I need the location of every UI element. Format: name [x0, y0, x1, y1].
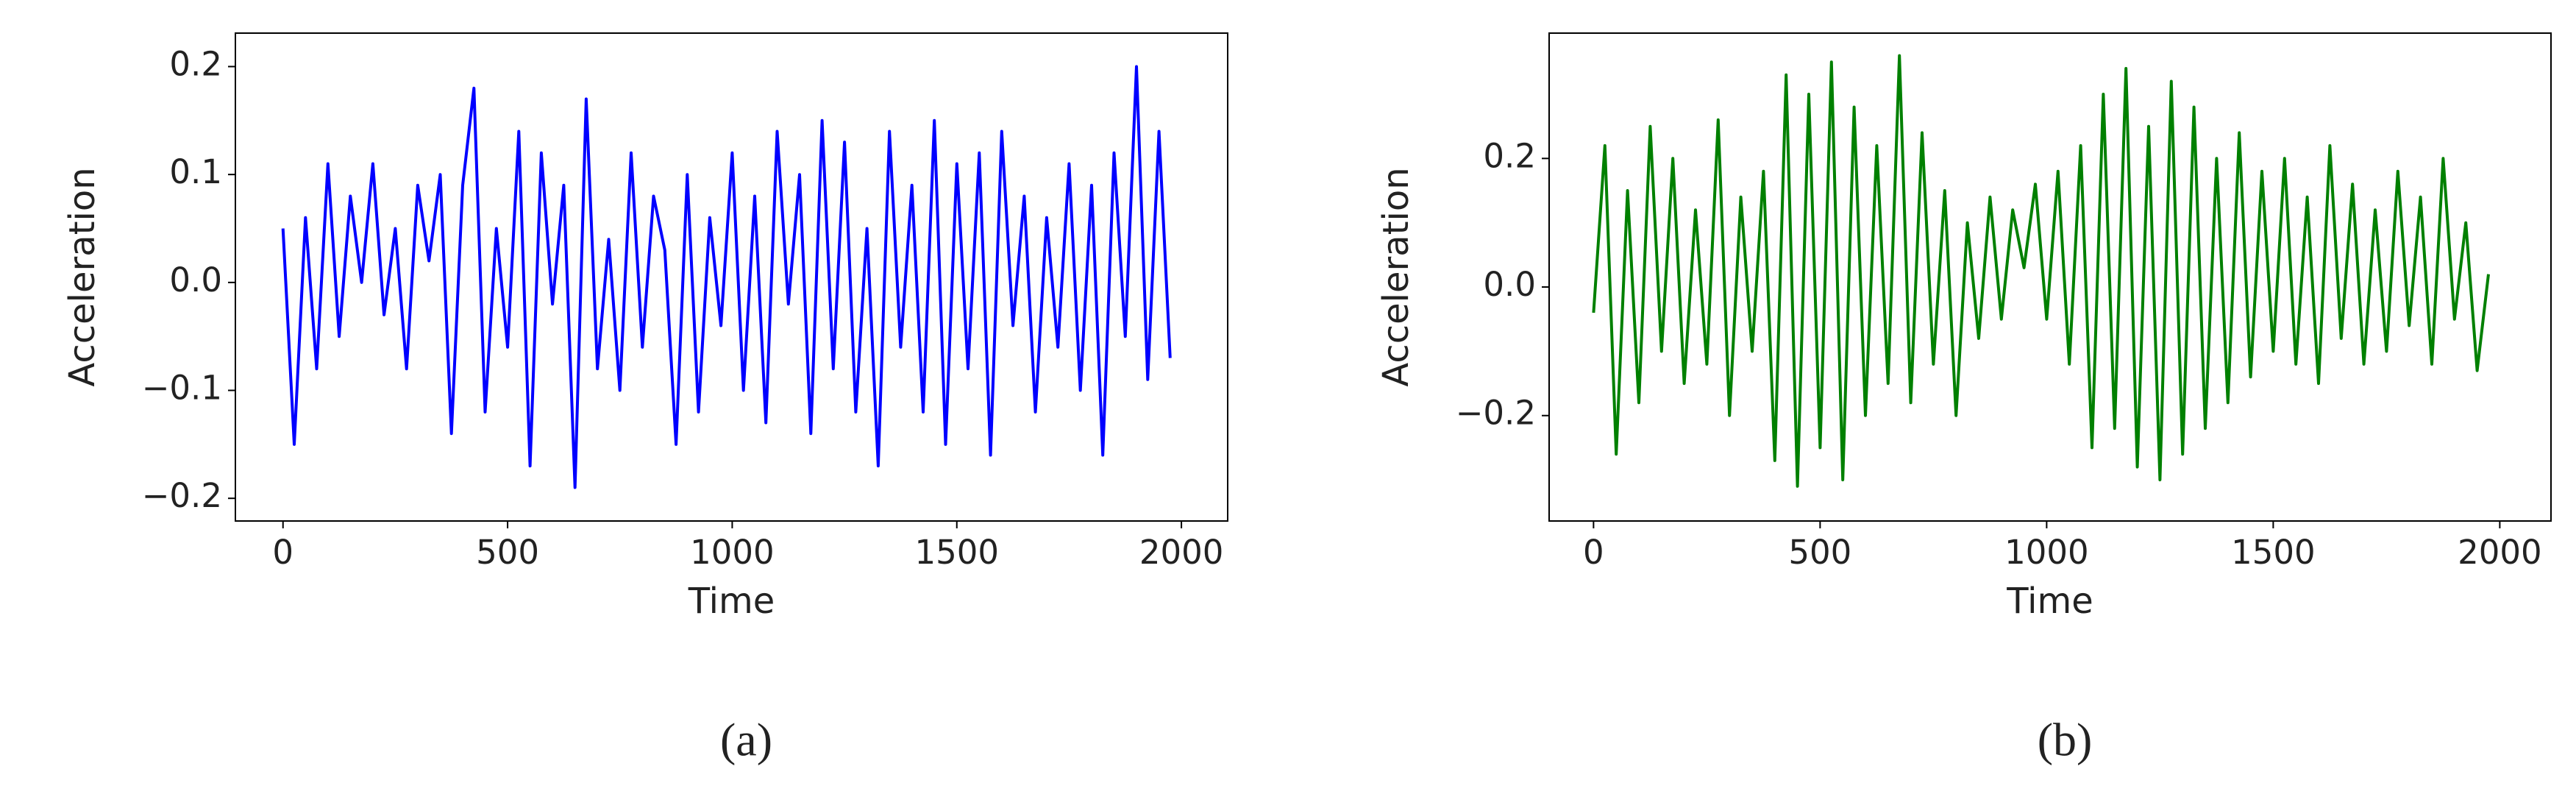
x-tick-label: 2000	[2458, 533, 2542, 572]
x-tick-label: 1500	[2231, 533, 2316, 572]
axes-frame	[235, 32, 1228, 522]
axes-frame	[1548, 32, 2552, 522]
x-axis-label: Time	[2006, 581, 2093, 622]
x-tick-label: 1000	[2004, 533, 2089, 572]
x-tick-label: 0	[272, 533, 293, 572]
panel-label: (a)	[720, 714, 772, 766]
y-tick-label: 0.2	[169, 44, 222, 83]
x-tick-label: 1500	[914, 533, 999, 572]
x-tick-label: 2000	[1139, 533, 1224, 572]
y-axis-label: Acceleration	[1376, 167, 1417, 386]
data-line	[281, 65, 1172, 489]
y-tick-label: 0.0	[1483, 265, 1536, 304]
y-tick-label: −0.2	[142, 476, 222, 515]
data-line	[1592, 54, 2490, 488]
x-axis-label: Time	[688, 581, 775, 622]
y-tick-label: 0.2	[1483, 136, 1536, 175]
y-tick-label: 0.0	[169, 260, 222, 299]
panel-label: (b)	[2038, 714, 2093, 766]
x-tick-label: 0	[1583, 533, 1604, 572]
y-tick-label: −0.1	[142, 369, 222, 408]
y-tick-label: 0.1	[169, 152, 222, 191]
x-tick-label: 500	[1788, 533, 1851, 572]
y-tick-label: −0.2	[1456, 394, 1536, 433]
x-tick-label: 500	[476, 533, 539, 572]
y-axis-label: Acceleration	[62, 167, 103, 386]
x-tick-label: 1000	[690, 533, 775, 572]
